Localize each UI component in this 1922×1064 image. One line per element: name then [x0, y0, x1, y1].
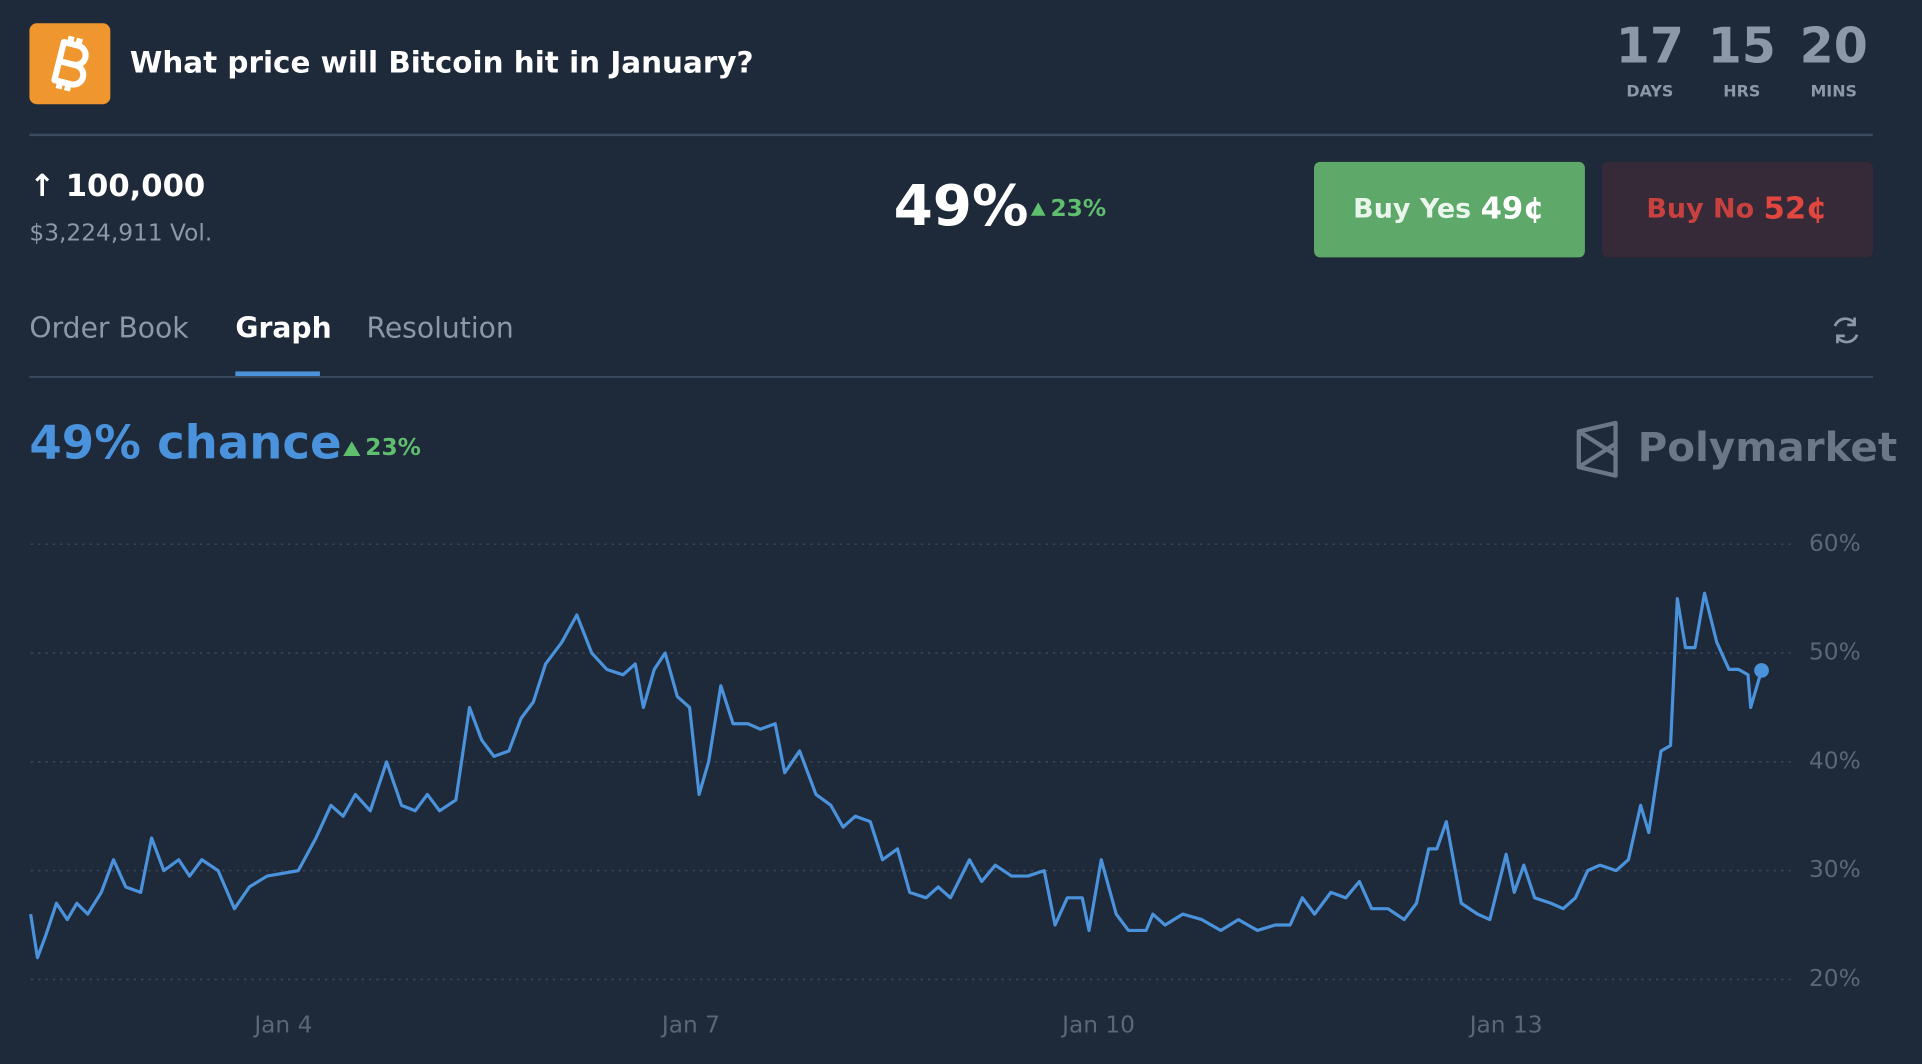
x-tick-label: Jan 7	[660, 1011, 720, 1038]
y-tick-label: 40%	[1809, 747, 1861, 774]
buy-no-button[interactable]: Buy No 52¢	[1602, 161, 1873, 258]
countdown-unit: DAYS	[1626, 81, 1673, 100]
buy-yes-text[interactable]: Buy Yes 49¢	[1353, 191, 1544, 226]
buy-yes-bg[interactable]	[1314, 161, 1585, 258]
up-arrow	[343, 441, 361, 457]
buy-yes-button[interactable]: Buy Yes 49¢	[1314, 161, 1585, 258]
y-tick-label: 30%	[1809, 856, 1861, 883]
countdown-value: 17	[1616, 17, 1684, 75]
probability: 49%	[894, 174, 1029, 239]
tab-underline	[235, 371, 320, 377]
bitcoin-glyph	[51, 35, 89, 92]
y-tick-label: 20%	[1809, 965, 1861, 992]
buy-no-label[interactable]: Buy No	[1646, 193, 1754, 224]
x-tick-label: Jan 13	[1468, 1011, 1543, 1038]
buy-no-price[interactable]: 52¢	[1764, 191, 1828, 226]
countdown-value: 20	[1800, 17, 1868, 75]
countdown-value: 15	[1708, 17, 1776, 75]
countdown-unit: HRS	[1723, 81, 1760, 100]
tab[interactable]: Order Book	[29, 312, 189, 345]
up-arrow	[1030, 202, 1046, 216]
refresh-arcs[interactable]	[1833, 317, 1859, 344]
end-point	[1754, 663, 1769, 678]
volume: $3,224,911 Vol.	[29, 220, 212, 247]
countdown: 17 DAYS 15 HRS 20 MINS	[1616, 17, 1868, 101]
refresh-heads[interactable]	[1836, 317, 1856, 344]
x-tick-label: Jan 4	[252, 1011, 312, 1038]
tab-active[interactable]: Graph	[235, 312, 331, 345]
buy-yes-label[interactable]: Buy Yes	[1353, 193, 1471, 224]
chart-change: 23%	[365, 434, 421, 461]
chart-title: 49% chance	[29, 416, 341, 470]
plot: 20% 30% 40% 50% 60% Jan 4 Jan 7 Jan 10 Jan 13	[29, 530, 1861, 1038]
target: ↑ 100,000	[29, 169, 205, 204]
market-title: What price will Bitcoin hit in January?	[130, 45, 754, 79]
polymarket-logo	[1576, 420, 1618, 478]
brand: Polymarket	[1638, 423, 1898, 471]
y-tick-label: 50%	[1809, 639, 1861, 666]
series-line	[29, 591, 1764, 960]
countdown-unit: MINS	[1810, 81, 1857, 100]
logo-path	[1576, 420, 1618, 478]
buy-yes-price[interactable]: 49¢	[1481, 191, 1545, 226]
refresh-icon[interactable]	[1833, 317, 1859, 344]
tab[interactable]: Resolution	[367, 312, 514, 345]
buy-no-text[interactable]: Buy No 52¢	[1646, 191, 1827, 226]
y-tick-label: 60%	[1809, 530, 1861, 557]
buy-no-bg[interactable]	[1602, 161, 1873, 258]
glyph-path	[51, 35, 89, 92]
x-tick-label: Jan 10	[1060, 1011, 1135, 1038]
change: 23%	[1050, 195, 1106, 222]
